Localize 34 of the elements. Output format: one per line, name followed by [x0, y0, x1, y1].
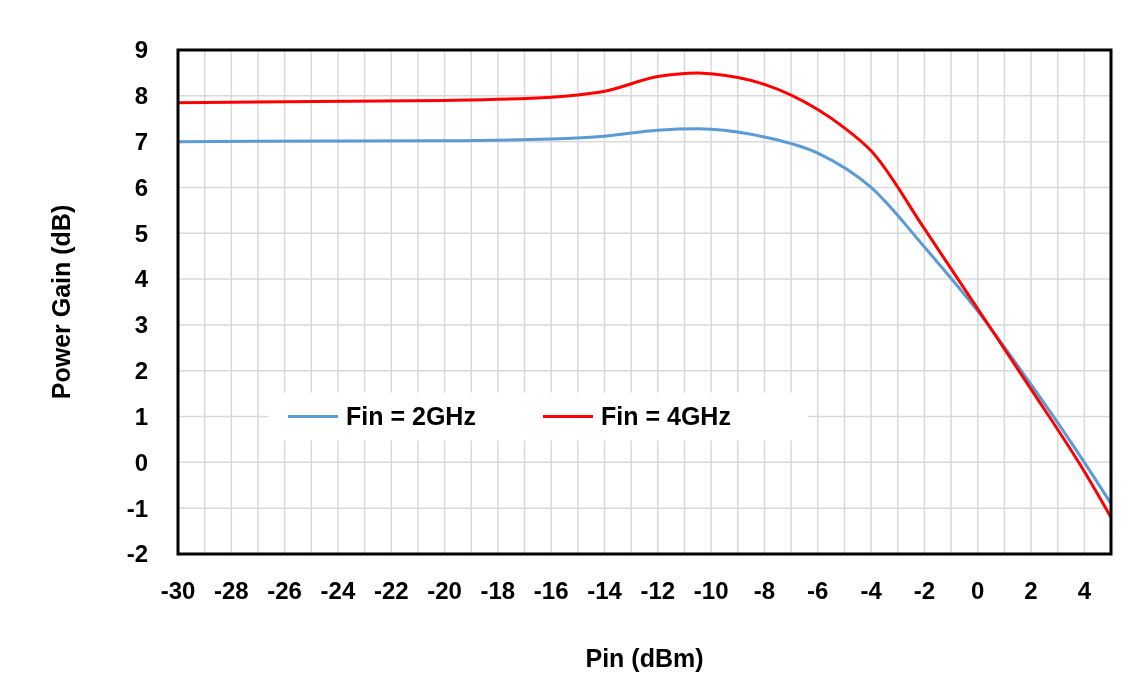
x-tick-label: -14: [587, 577, 623, 604]
y-tick-label: -2: [126, 540, 148, 568]
x-tick-label: -8: [753, 577, 776, 604]
y-tick-label: 0: [134, 448, 148, 476]
x-tick-label: 2: [1024, 577, 1038, 604]
x-tick-label: -4: [860, 577, 883, 604]
y-tick-label: 6: [134, 173, 148, 201]
x-tick-label: 4: [1077, 577, 1092, 604]
y-tick-label: 5: [134, 219, 148, 247]
y-tick-label: 4: [134, 265, 149, 293]
x-tick-label: 0: [971, 577, 985, 604]
x-tick-label: -2: [913, 577, 936, 604]
y-tick-label: -1: [126, 494, 148, 522]
x-tick-label: -24: [320, 577, 356, 604]
legend-label: Fin = 4GHz: [601, 402, 731, 431]
x-tick-label: -6: [807, 577, 829, 604]
y-tick-label: 1: [134, 402, 148, 430]
x-axis-title: Pin (dBm): [585, 644, 704, 672]
x-tick-label: -22: [373, 577, 409, 604]
x-tick-label: -10: [693, 577, 729, 604]
y-tick-label: 9: [134, 36, 148, 64]
x-tick-label: -30: [160, 577, 196, 604]
y-tick-label: 8: [134, 82, 148, 110]
x-tick-label: -28: [213, 577, 249, 604]
y-axis-title: Power Gain (dB): [47, 204, 75, 400]
x-tick-label: -26: [267, 577, 302, 604]
y-tick-label: 3: [134, 311, 148, 339]
x-tick-label: -16: [533, 577, 569, 604]
legend-label: Fin = 2GHz: [346, 402, 476, 431]
x-tick-label: -18: [480, 577, 516, 604]
y-tick-label: 7: [134, 128, 148, 156]
y-tick-label: 2: [134, 357, 148, 385]
x-tick-label: -12: [640, 577, 676, 604]
x-tick-label: -20: [427, 577, 462, 604]
